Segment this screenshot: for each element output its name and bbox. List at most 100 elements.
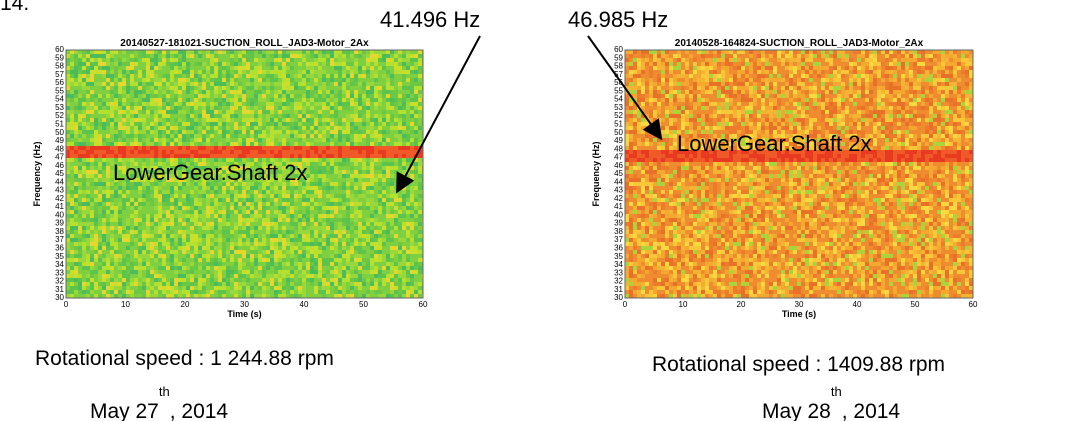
- spectrogram-cell: [230, 62, 234, 66]
- spectrogram-cell: [418, 66, 422, 70]
- spectrogram-cell: [386, 258, 390, 262]
- spectrogram-cell: [338, 230, 342, 234]
- spectrogram-cell: [326, 166, 330, 170]
- spectrogram-cell: [214, 186, 218, 190]
- spectrogram-cell: [350, 142, 354, 146]
- spectrogram-cell: [210, 250, 214, 254]
- spectrogram-cell: [306, 58, 310, 62]
- spectrogram-cell: [418, 102, 422, 106]
- spectrogram-cell: [414, 190, 418, 194]
- spectrogram-cell: [270, 150, 274, 154]
- spectrogram-cell: [178, 242, 182, 246]
- spectrogram-cell: [142, 222, 146, 226]
- spectrogram-cell: [318, 98, 322, 102]
- spectrogram-cell: [306, 266, 310, 270]
- spectrogram-cell: [394, 166, 398, 170]
- spectrogram-cell: [330, 82, 334, 86]
- spectrogram-cell: [342, 218, 346, 222]
- spectrogram-cell: [238, 254, 242, 258]
- spectrogram-cell: [370, 198, 374, 202]
- spectrogram-cell: [382, 182, 386, 186]
- spectrogram-cell: [246, 150, 250, 154]
- spectrogram-cell: [354, 222, 358, 226]
- spectrogram-cell: [402, 246, 406, 250]
- spectrogram-cell: [170, 106, 174, 110]
- spectrogram-cell: [270, 258, 274, 262]
- spectrogram-cell: [386, 110, 390, 114]
- spectrogram-cell: [262, 58, 266, 62]
- spectrogram-cell: [314, 206, 318, 210]
- spectrogram-cell: [78, 262, 82, 266]
- spectrogram-cell: [338, 214, 342, 218]
- spectrogram-cell: [202, 266, 206, 270]
- spectrogram-cell: [278, 66, 282, 70]
- spectrogram-cell: [262, 106, 266, 110]
- spectrogram-cell: [182, 154, 186, 158]
- spectrogram-cell: [346, 114, 350, 118]
- spectrogram-cell: [138, 102, 142, 106]
- spectrogram-cell: [338, 250, 342, 254]
- spectrogram-cell: [418, 250, 422, 254]
- spectrogram-cell: [390, 194, 394, 198]
- spectrogram-cell: [386, 78, 390, 82]
- spectrogram-cell: [98, 258, 102, 262]
- spectrogram-cell: [366, 146, 370, 150]
- spectrogram-cell: [74, 86, 78, 90]
- spectrogram-cell: [118, 218, 122, 222]
- spectrogram-cell: [102, 266, 106, 270]
- spectrogram-cell: [198, 206, 202, 210]
- spectrogram-cell: [190, 246, 194, 250]
- spectrogram-cell: [86, 218, 90, 222]
- spectrogram-cell: [102, 58, 106, 62]
- spectrogram-cell: [142, 110, 146, 114]
- spectrogram-cell: [326, 194, 330, 198]
- spectrogram-cell: [326, 82, 330, 86]
- spectrogram-cell: [270, 238, 274, 242]
- spectrogram-cell: [382, 214, 386, 218]
- spectrogram-cell: [402, 230, 406, 234]
- spectrogram-cell: [382, 194, 386, 198]
- spectrogram-cell: [118, 210, 122, 214]
- spectrogram-cell: [346, 242, 350, 246]
- spectrogram-cell: [378, 114, 382, 118]
- spectrogram-cell: [222, 138, 226, 142]
- spectrogram-cell: [302, 86, 306, 90]
- spectrogram-cell: [82, 246, 86, 250]
- spectrogram-cell: [110, 258, 114, 262]
- spectrogram-cell: [98, 158, 102, 162]
- spectrogram-cell: [306, 186, 310, 190]
- spectrogram-cell: [382, 110, 386, 114]
- spectrogram-cell: [398, 246, 402, 250]
- spectrogram-cell: [174, 50, 178, 54]
- spectrogram-cell: [362, 170, 366, 174]
- spectrogram-cell: [190, 90, 194, 94]
- spectrogram-cell: [418, 122, 422, 126]
- spectrogram-cell: [398, 174, 402, 178]
- spectrogram-cell: [254, 142, 258, 146]
- spectrogram-cell: [418, 178, 422, 182]
- spectrogram-cell: [374, 170, 378, 174]
- spectrogram-cell: [374, 62, 378, 66]
- spectrogram-cell: [206, 106, 210, 110]
- spectrogram-cell: [266, 154, 270, 158]
- spectrogram-cell: [130, 66, 134, 70]
- spectrogram-cell: [238, 270, 242, 274]
- spectrogram-cell: [306, 70, 310, 74]
- spectrogram-cell: [410, 114, 414, 118]
- spectrogram-cell: [206, 230, 210, 234]
- spectrogram-cell: [134, 270, 138, 274]
- spectrogram-cell: [170, 50, 174, 54]
- spectrogram-cell: [90, 158, 94, 162]
- spectrogram-cell: [270, 126, 274, 130]
- spectrogram-cell: [146, 202, 150, 206]
- spectrogram-cell: [90, 130, 94, 134]
- spectrogram-cell: [386, 238, 390, 242]
- spectrogram-cell: [186, 250, 190, 254]
- spectrogram-cell: [354, 110, 358, 114]
- spectrogram-cell: [270, 110, 274, 114]
- spectrogram-cell: [410, 206, 414, 210]
- spectrogram-cell: [278, 250, 282, 254]
- spectrogram-cell: [78, 86, 82, 90]
- spectrogram-cell: [194, 238, 198, 242]
- spectrogram-cell: [98, 110, 102, 114]
